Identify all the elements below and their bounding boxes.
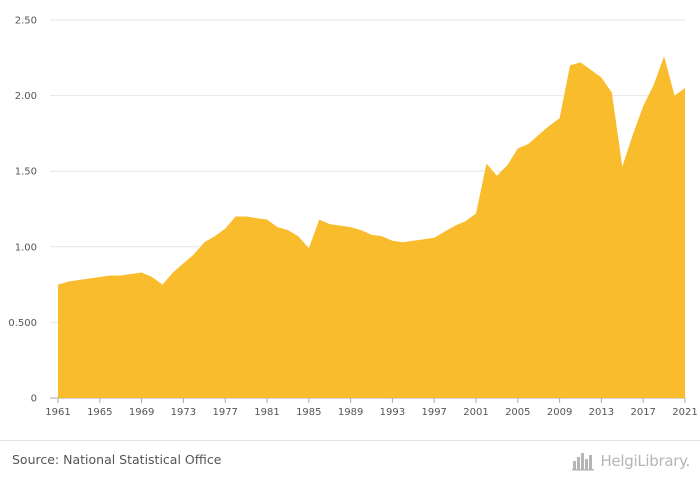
y-tick-label: 1.00 bbox=[15, 242, 37, 253]
data-point[interactable] bbox=[536, 132, 542, 138]
data-point[interactable] bbox=[431, 235, 437, 241]
data-point[interactable] bbox=[170, 270, 176, 276]
data-point[interactable] bbox=[285, 227, 291, 233]
data-point[interactable] bbox=[672, 93, 678, 99]
data-point[interactable] bbox=[212, 233, 218, 239]
data-point[interactable] bbox=[201, 239, 207, 245]
data-point[interactable] bbox=[400, 239, 406, 245]
data-point[interactable] bbox=[483, 161, 489, 167]
data-point[interactable] bbox=[463, 218, 469, 224]
data-point[interactable] bbox=[619, 164, 625, 170]
data-point[interactable] bbox=[609, 90, 615, 96]
data-point[interactable] bbox=[348, 224, 354, 230]
data-point[interactable] bbox=[243, 214, 249, 220]
x-tick-label: 2021 bbox=[672, 407, 697, 418]
data-point[interactable] bbox=[369, 232, 375, 238]
data-point[interactable] bbox=[233, 214, 239, 220]
data-point[interactable] bbox=[410, 238, 416, 244]
data-point[interactable] bbox=[191, 251, 197, 257]
data-point[interactable] bbox=[578, 59, 584, 65]
x-tick-label: 2017 bbox=[630, 407, 655, 418]
data-point[interactable] bbox=[358, 227, 364, 233]
data-point[interactable] bbox=[254, 215, 260, 221]
data-point[interactable] bbox=[118, 273, 124, 279]
data-point[interactable] bbox=[264, 217, 270, 223]
data-point[interactable] bbox=[97, 274, 103, 280]
data-point[interactable] bbox=[306, 245, 312, 251]
data-point[interactable] bbox=[149, 274, 155, 280]
data-point[interactable] bbox=[65, 279, 71, 285]
brand-logo-link[interactable]: HelgiLibrary. bbox=[572, 449, 690, 473]
data-point[interactable] bbox=[473, 211, 479, 217]
data-point[interactable] bbox=[128, 271, 134, 277]
data-point[interactable] bbox=[274, 224, 280, 230]
data-point[interactable] bbox=[222, 226, 228, 232]
brand-name: HelgiLibrary. bbox=[600, 452, 690, 470]
data-point[interactable] bbox=[504, 162, 510, 168]
data-point[interactable] bbox=[525, 141, 531, 147]
x-tick-label: 1981 bbox=[254, 407, 279, 418]
area-series[interactable] bbox=[58, 56, 685, 398]
x-tick-label: 1961 bbox=[45, 407, 70, 418]
data-point[interactable] bbox=[139, 270, 145, 276]
data-point[interactable] bbox=[640, 103, 646, 109]
y-tick-label: 1.50 bbox=[15, 167, 37, 178]
y-tick-label: 2.00 bbox=[15, 91, 37, 102]
data-point[interactable] bbox=[630, 132, 636, 138]
x-tick-label: 1977 bbox=[212, 407, 237, 418]
x-tick-label: 2001 bbox=[463, 407, 488, 418]
data-point[interactable] bbox=[316, 217, 322, 223]
city-skyline-icon bbox=[572, 453, 595, 471]
x-tick-label: 1965 bbox=[87, 407, 112, 418]
x-tick-label: 1985 bbox=[296, 407, 321, 418]
data-point[interactable] bbox=[180, 260, 186, 266]
data-point[interactable] bbox=[86, 276, 92, 282]
data-point[interactable] bbox=[452, 223, 458, 229]
data-point[interactable] bbox=[567, 62, 573, 68]
y-tick-label: 0.500 bbox=[8, 318, 37, 329]
x-tick-label: 2005 bbox=[505, 407, 530, 418]
data-point[interactable] bbox=[515, 146, 521, 152]
data-point[interactable] bbox=[160, 282, 166, 288]
data-point[interactable] bbox=[588, 67, 594, 73]
data-point[interactable] bbox=[295, 233, 301, 239]
x-tick-label: 1997 bbox=[421, 407, 446, 418]
chart-footer: Source: National Statistical Office Helg… bbox=[0, 440, 700, 483]
y-tick-label: 2.50 bbox=[15, 16, 37, 27]
x-tick-label: 1973 bbox=[171, 407, 196, 418]
area-series-layer bbox=[55, 53, 688, 398]
data-point[interactable] bbox=[337, 223, 343, 229]
data-point[interactable] bbox=[107, 273, 113, 279]
data-point[interactable] bbox=[421, 236, 427, 242]
data-point[interactable] bbox=[379, 233, 385, 239]
data-point[interactable] bbox=[389, 238, 395, 244]
x-tick-label: 1989 bbox=[338, 407, 363, 418]
data-point[interactable] bbox=[682, 85, 688, 91]
data-point[interactable] bbox=[661, 53, 667, 59]
x-tick-label: 2009 bbox=[547, 407, 572, 418]
y-tick-label: 0 bbox=[31, 394, 37, 405]
data-point[interactable] bbox=[557, 115, 563, 121]
data-point[interactable] bbox=[546, 123, 552, 129]
x-tick-label: 2013 bbox=[589, 407, 614, 418]
y-axis-labels: 0 0.500 1.00 1.50 2.00 2.50 bbox=[8, 16, 37, 405]
x-tick-label: 1993 bbox=[380, 407, 405, 418]
x-axis-labels: 1961 1965 1969 1973 1977 1981 1985 1989 1993 1997… bbox=[45, 398, 698, 418]
data-point[interactable] bbox=[327, 221, 333, 227]
data-point[interactable] bbox=[442, 229, 448, 235]
data-point[interactable] bbox=[651, 82, 657, 88]
data-point[interactable] bbox=[55, 282, 61, 288]
source-note: Source: National Statistical Office bbox=[12, 452, 222, 467]
data-point[interactable] bbox=[598, 74, 604, 80]
data-point[interactable] bbox=[494, 173, 500, 179]
x-tick-label: 1969 bbox=[129, 407, 154, 418]
data-point[interactable] bbox=[76, 277, 82, 283]
